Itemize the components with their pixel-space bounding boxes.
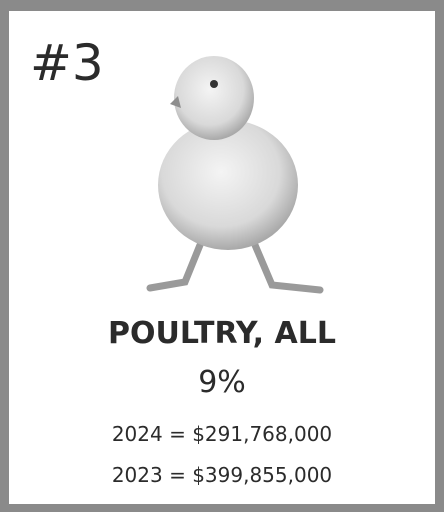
share: 9% (198, 365, 246, 400)
rank: #3 (30, 34, 104, 92)
page: {"card": {"rank": "#3", "title": "POULTR… (0, 0, 444, 512)
category-title: POULTRY, ALL (108, 316, 336, 351)
value-line: 2023 = $399,855,000 (112, 463, 332, 487)
value-line: 2024 = $291,768,000 (112, 422, 332, 446)
card: #3 POULTRY, ALL 9% 2024 = $291,768,000 2… (0, 0, 444, 512)
